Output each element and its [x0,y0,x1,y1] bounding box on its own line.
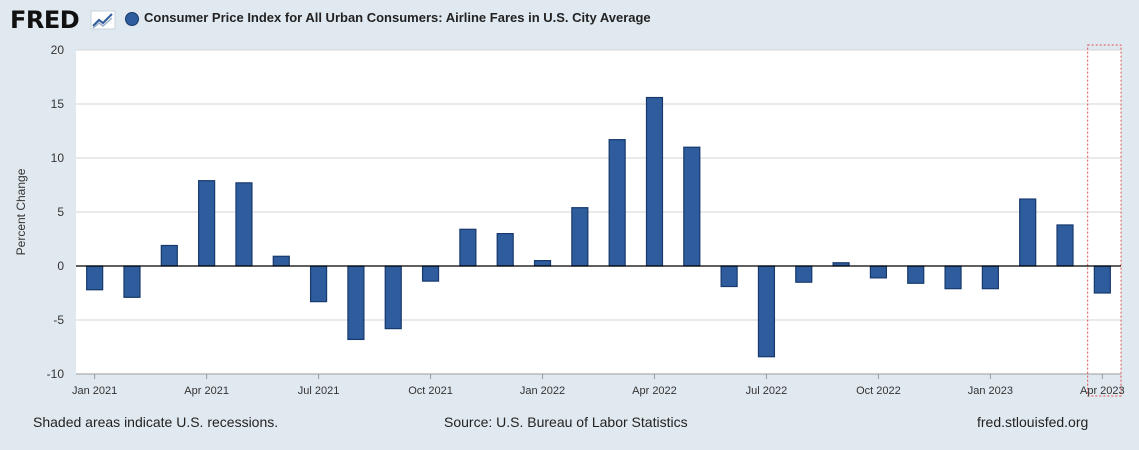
bar-jun-2022 [720,265,738,288]
y-tick-label: 5 [57,205,64,219]
legend-series-title[interactable]: Consumer Price Index for All Urban Consu… [144,10,651,25]
bar-jan-2023 [981,265,999,290]
site-link[interactable]: fred.stlouisfed.org [977,414,1089,430]
x-tick-label: Oct 2021 [408,385,453,397]
highlight-box [1087,44,1122,397]
y-tick-label: 10 [51,151,65,165]
highlight-dashed-box [1087,44,1122,397]
bar-nov-2021 [459,228,477,267]
x-tick-label: Jan 2022 [520,385,565,397]
x-tick-label: Oct 2022 [856,385,901,397]
y-tick-label: -5 [53,313,64,327]
bar-may-2022 [683,146,701,267]
bar-feb-2023 [1019,198,1037,267]
bar-jun-2021 [272,255,290,267]
bar-apr-2023 [1093,265,1111,294]
bar-jan-2021 [86,265,104,291]
y-axis-label: Percent Change [14,168,28,255]
bar-feb-2021 [123,265,141,298]
bar-mar-2023 [1056,224,1074,267]
y-tick-label: 15 [51,97,65,111]
x-tick-label: Apr 2023 [1080,385,1125,397]
bar-sep-2021 [384,265,402,330]
chart-header: FRED Consumer Price Index for All Urban … [0,0,1139,40]
x-tick-label: Jul 2022 [746,385,788,397]
fred-logo[interactable]: FRED [10,6,80,34]
bar-mar-2021 [160,244,178,267]
x-tick-label: Jan 2021 [72,385,117,397]
bar-jul-2022 [757,265,776,358]
bar-aug-2022 [795,265,813,283]
bar-chart: -10 -5 0 5 10 15 20 Jan 2021 Apr 2021 Jul 2021 Oc… [14,43,1125,397]
bar-jul-2021 [309,265,328,303]
bars-group [76,96,1121,358]
fred-trend-icon [90,10,116,30]
bar-apr-2022 [645,96,664,267]
legend-marker [125,12,139,26]
bar-apr-2021 [198,180,216,267]
source-note[interactable]: Source: U.S. Bureau of Labor Statistics [444,414,688,430]
bar-may-2021 [235,182,253,267]
y-tick-label: 0 [57,259,64,273]
bar-feb-2022 [571,207,589,267]
x-tick-label: Jan 2023 [968,385,1013,397]
bar-nov-2022 [907,265,925,284]
bar-jan-2022 [533,260,552,267]
bar-aug-2021 [347,265,365,341]
bar-dec-2022 [944,265,962,290]
y-tick-label: -10 [47,367,65,381]
bar-mar-2022 [608,139,626,267]
bar-dec-2021 [496,233,514,267]
recessions-note: Shaded areas indicate U.S. recessions. [33,414,279,430]
x-axis-ticks: Jan 2021 Apr 2021 Jul 2021 Oct 2021 Jan 2022… [72,373,1125,397]
x-tick-label: Jul 2021 [298,385,340,397]
x-tick-label: Apr 2022 [632,385,677,397]
bar-oct-2022 [869,265,888,279]
bar-oct-2021 [421,265,440,282]
x-tick-label: Apr 2021 [184,385,229,397]
y-axis-ticks: -10 -5 0 5 10 15 20 [47,43,65,381]
y-tick-label: 20 [51,43,65,57]
